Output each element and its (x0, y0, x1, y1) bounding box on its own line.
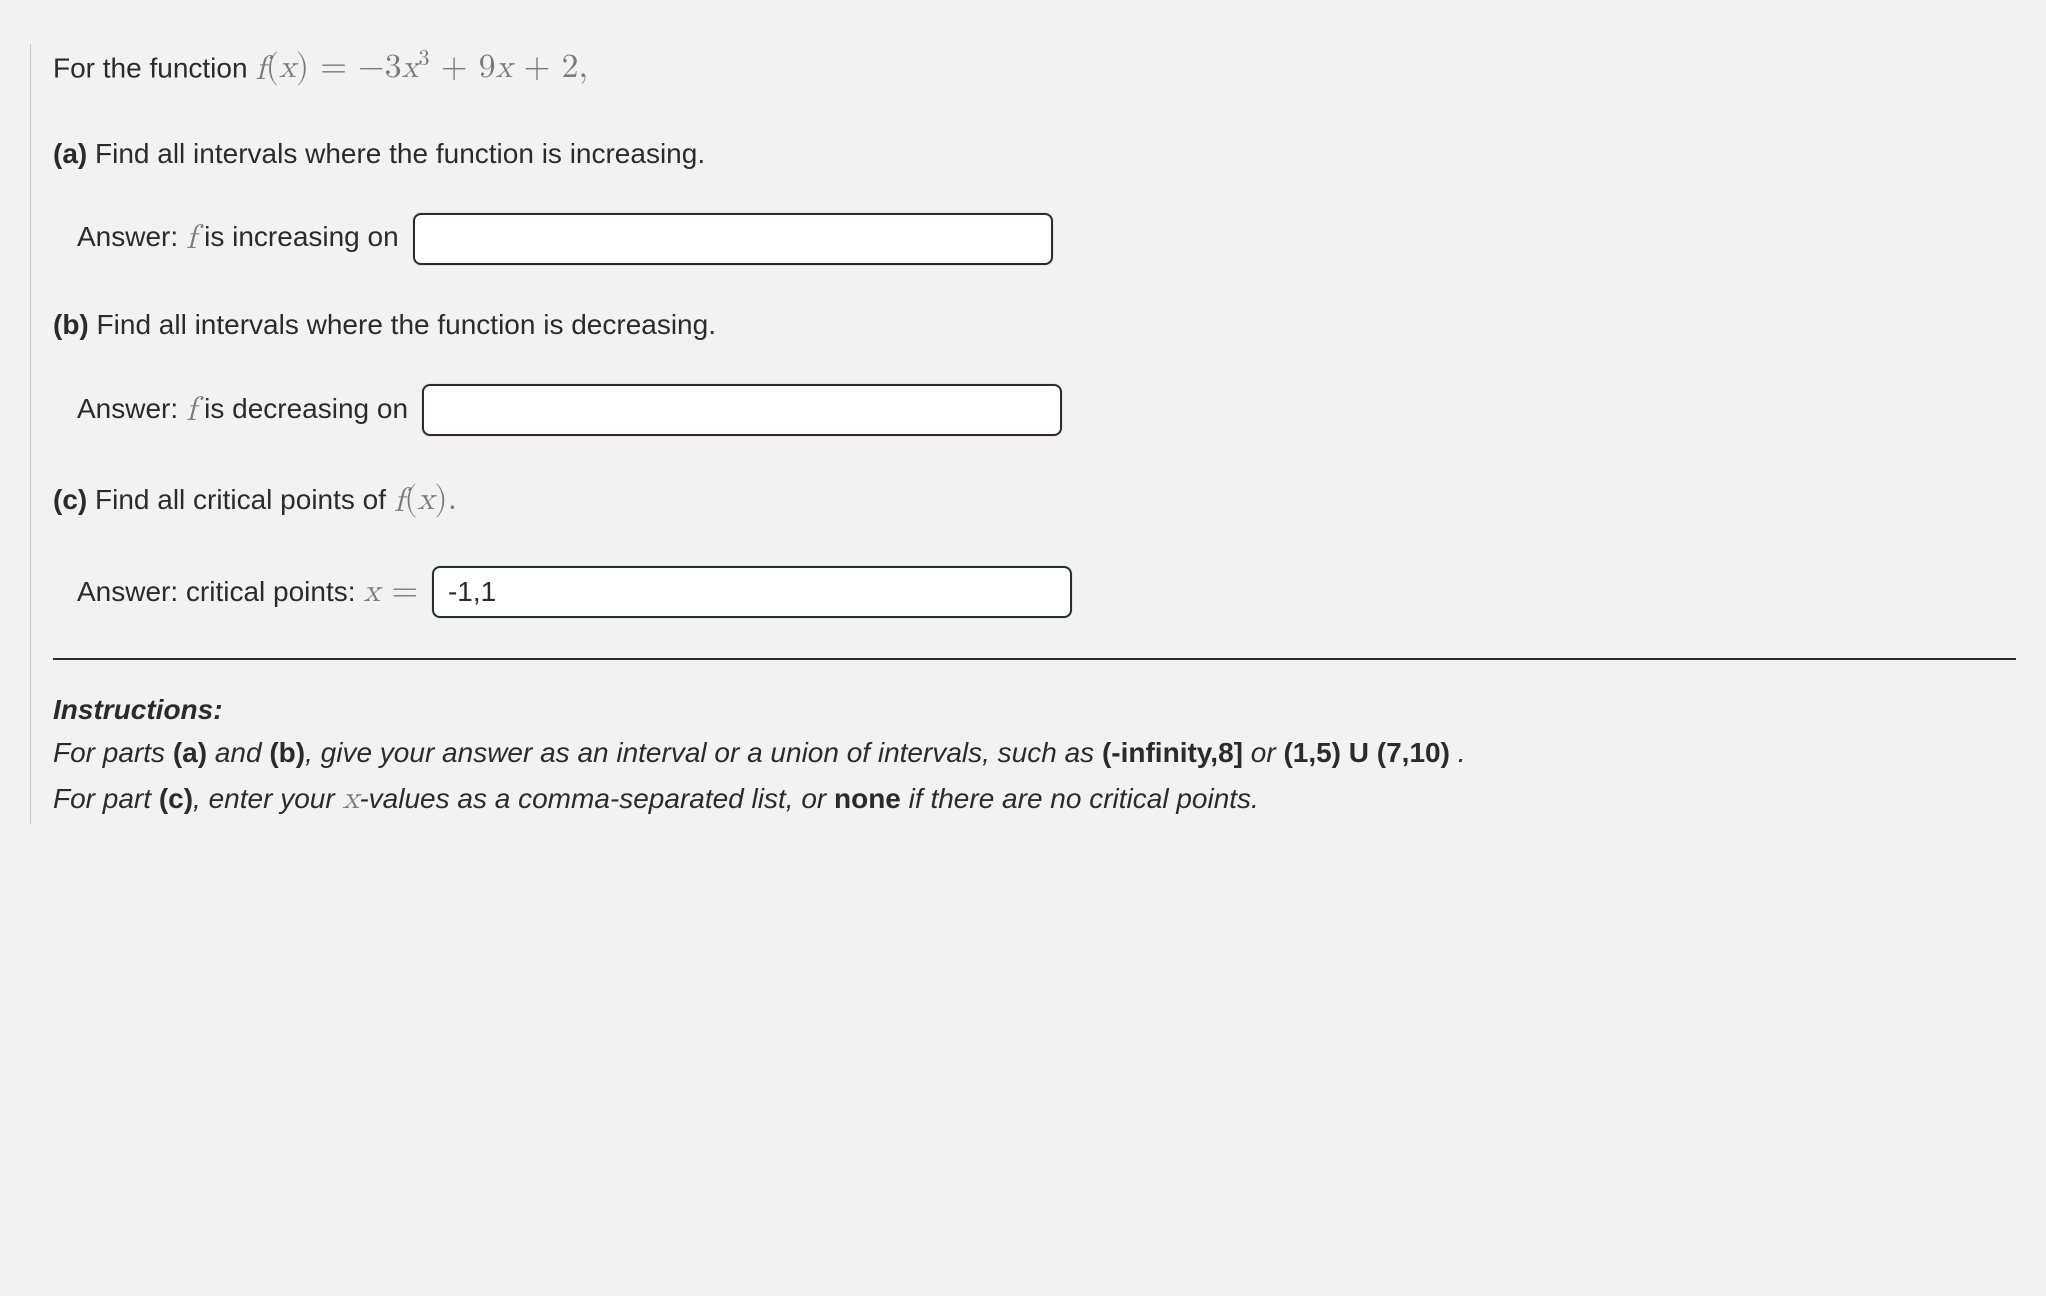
part-a-answer-row: Answer: f is increasing on (53, 213, 2016, 265)
part-c-fn: f(x). (394, 482, 457, 516)
problem-container: For the function f(x) = −3x3 + 9x + 2, (… (30, 44, 2016, 824)
part-b-input[interactable] (422, 384, 1062, 436)
instructions-block: Instructions: For parts (a) and (b), giv… (53, 688, 1653, 824)
divider (53, 658, 2016, 660)
part-b-label: (b) (53, 309, 89, 340)
part-a-answer-label: Answer: f is increasing on (77, 215, 399, 263)
part-b-text: Find all intervals where the function is… (89, 309, 716, 340)
part-a-input[interactable] (413, 213, 1053, 265)
part-c-input[interactable] (432, 566, 1072, 618)
part-a-prompt: (a) Find all intervals where the functio… (53, 134, 2016, 173)
instructions-heading: Instructions: (53, 694, 223, 725)
instructions-line2: For part (c), enter your x-values as a c… (53, 775, 1653, 825)
instructions-line1: For parts (a) and (b), give your answer … (53, 731, 1653, 774)
part-c-label: (c) (53, 484, 87, 515)
intro-prefix: For the function (53, 52, 255, 83)
part-c-answer-row: Answer: critical points: x = (53, 566, 2016, 618)
part-a-text: Find all intervals where the function is… (87, 138, 705, 169)
part-b-prompt: (b) Find all intervals where the functio… (53, 305, 2016, 344)
part-a-label: (a) (53, 138, 87, 169)
part-c-prompt: (c) Find all critical points of f(x). (53, 476, 2016, 526)
function-expression: f(x) = −3x3 + 9x + 2, (255, 50, 588, 84)
part-b-answer-label: Answer: f is decreasing on (77, 387, 408, 435)
part-c-answer-label: Answer: critical points: x = (77, 568, 418, 616)
part-c-text-before: Find all critical points of (87, 484, 394, 515)
intro-line: For the function f(x) = −3x3 + 9x + 2, (53, 44, 2016, 94)
part-b-answer-row: Answer: f is decreasing on (53, 384, 2016, 436)
